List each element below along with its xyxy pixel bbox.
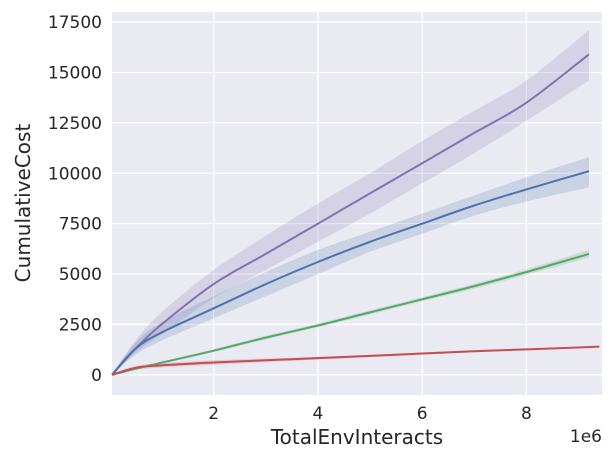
grid-lines bbox=[112, 12, 602, 395]
y-tick-label: 7500 bbox=[59, 215, 102, 235]
y-tick-label: 17500 bbox=[48, 13, 102, 33]
x-tick-label: 2 bbox=[208, 404, 219, 424]
series-1-band bbox=[112, 30, 589, 375]
y-tick-label: 12500 bbox=[48, 114, 102, 134]
x-tick-label: 4 bbox=[312, 404, 323, 424]
y-tick-label: 10000 bbox=[48, 164, 102, 184]
series-lines bbox=[111, 53, 600, 376]
series-4-line bbox=[111, 345, 600, 376]
series-2-line bbox=[111, 170, 590, 376]
x-axis-label: TotalEnvInteracts bbox=[270, 425, 443, 449]
x-tick-label: 8 bbox=[521, 404, 532, 424]
y-tick-label: 2500 bbox=[59, 315, 102, 335]
y-axis-label: CumulativeCost bbox=[11, 124, 35, 283]
y-tick-label: 5000 bbox=[59, 265, 102, 285]
y-tick-labels: 0 2500 5000 7500 10000 12500 15000 17500 bbox=[48, 13, 102, 386]
series-2-band bbox=[112, 157, 589, 375]
series-1-line bbox=[111, 53, 590, 376]
x-tick-label: 6 bbox=[417, 404, 428, 424]
x-tick-labels: 2 4 6 8 bbox=[208, 404, 532, 424]
y-tick-label: 0 bbox=[91, 366, 102, 386]
series-3-line bbox=[111, 252, 590, 376]
x-axis-offset-label: 1e6 bbox=[570, 427, 602, 447]
plot-background bbox=[112, 12, 602, 395]
y-tick-label: 15000 bbox=[48, 63, 102, 83]
